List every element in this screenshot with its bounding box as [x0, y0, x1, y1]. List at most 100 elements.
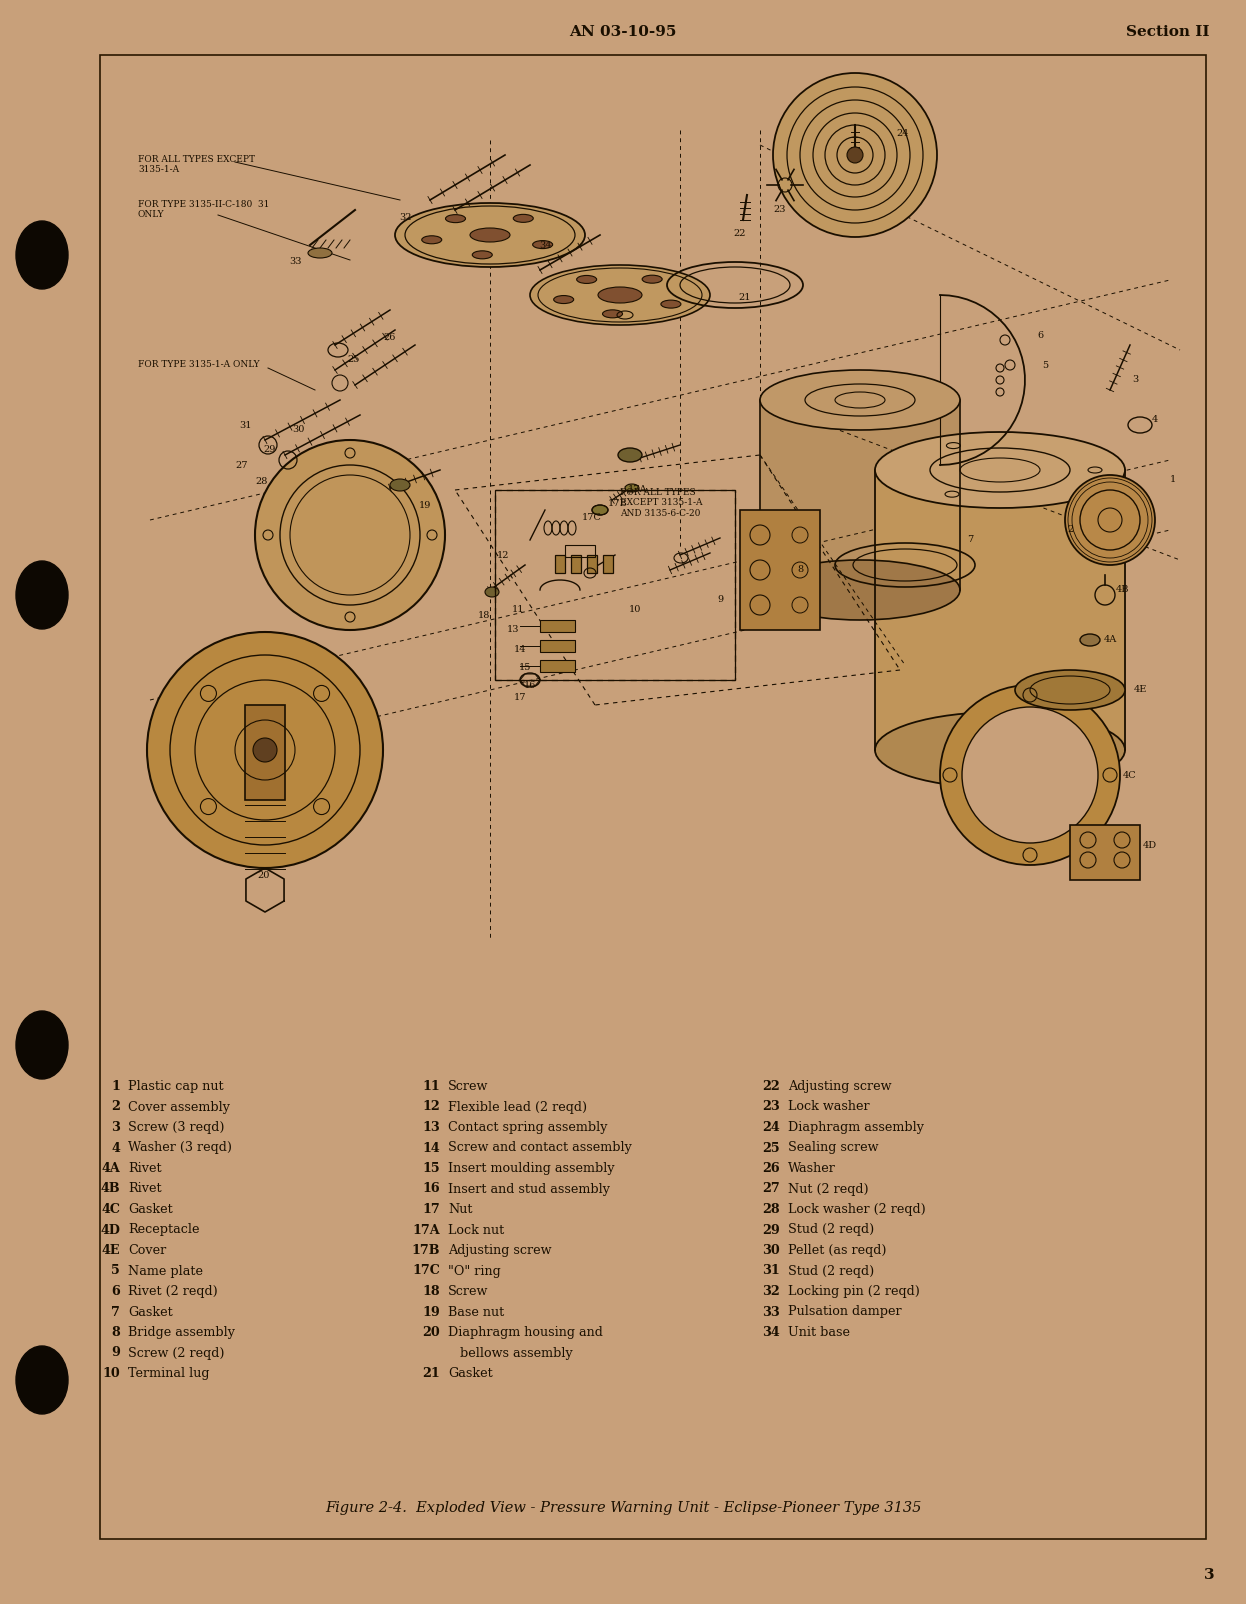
Text: 12: 12	[497, 550, 510, 560]
Ellipse shape	[592, 505, 608, 515]
Text: Washer: Washer	[787, 1161, 836, 1176]
Text: 15: 15	[518, 664, 531, 672]
Text: 29: 29	[763, 1224, 780, 1237]
Text: 6: 6	[1037, 330, 1043, 340]
Text: 17C: 17C	[412, 1264, 440, 1277]
Ellipse shape	[875, 431, 1125, 508]
Text: Insert and stud assembly: Insert and stud assembly	[449, 1182, 611, 1195]
Ellipse shape	[513, 215, 533, 223]
Bar	[540, 621, 574, 632]
Text: 34: 34	[763, 1327, 780, 1339]
Text: 24: 24	[897, 128, 910, 138]
Ellipse shape	[530, 265, 710, 326]
Bar	[540, 640, 574, 651]
Ellipse shape	[1080, 634, 1100, 646]
Ellipse shape	[598, 287, 642, 303]
Text: Flexible lead (2 reqd): Flexible lead (2 reqd)	[449, 1100, 587, 1113]
Ellipse shape	[16, 221, 69, 289]
Text: 33: 33	[289, 258, 302, 266]
Text: 18: 18	[422, 1285, 440, 1298]
Text: 18: 18	[477, 611, 490, 619]
Bar	[564, 545, 596, 557]
Text: Nut: Nut	[449, 1203, 472, 1216]
Text: Contact spring assembly: Contact spring assembly	[449, 1121, 608, 1134]
Text: 4: 4	[1151, 415, 1158, 425]
Text: 20: 20	[258, 871, 270, 879]
Text: 15: 15	[422, 1161, 440, 1176]
Text: 7: 7	[111, 1306, 120, 1318]
Text: 17: 17	[513, 693, 526, 703]
Text: Screw and contact assembly: Screw and contact assembly	[449, 1142, 632, 1155]
Text: 33: 33	[763, 1306, 780, 1318]
Ellipse shape	[577, 276, 597, 284]
Text: FOR ALL TYPES EXCEPT
3135-1-A: FOR ALL TYPES EXCEPT 3135-1-A	[138, 156, 255, 175]
Text: 4B: 4B	[1116, 585, 1130, 595]
Text: Screw: Screw	[449, 1285, 488, 1298]
Ellipse shape	[255, 439, 445, 630]
Text: 21: 21	[422, 1367, 440, 1379]
Text: 19: 19	[422, 1306, 440, 1318]
Ellipse shape	[603, 310, 623, 318]
Text: 4E: 4E	[101, 1245, 120, 1258]
Text: Pulsation damper: Pulsation damper	[787, 1306, 902, 1318]
Text: 3: 3	[1205, 1569, 1215, 1582]
Text: 4C: 4C	[1123, 770, 1136, 780]
Text: 5: 5	[111, 1264, 120, 1277]
Text: 4D: 4D	[1143, 840, 1158, 850]
Text: bellows assembly: bellows assembly	[449, 1346, 573, 1360]
Text: Sealing screw: Sealing screw	[787, 1142, 878, 1155]
Text: 28: 28	[763, 1203, 780, 1216]
Text: Bridge assembly: Bridge assembly	[128, 1327, 235, 1339]
Bar	[540, 659, 574, 672]
Text: 10: 10	[629, 605, 642, 614]
Bar	[740, 510, 820, 630]
Text: 4E: 4E	[1134, 685, 1146, 695]
Text: Receptacle: Receptacle	[128, 1224, 199, 1237]
Text: Lock nut: Lock nut	[449, 1224, 505, 1237]
Text: 25: 25	[763, 1142, 780, 1155]
Text: Rivet (2 reqd): Rivet (2 reqd)	[128, 1285, 218, 1298]
Bar	[100, 55, 1206, 1538]
Text: 30: 30	[292, 425, 304, 435]
Text: 5: 5	[1042, 361, 1048, 369]
Text: 24: 24	[763, 1121, 780, 1134]
Text: Terminal lug: Terminal lug	[128, 1367, 209, 1379]
Ellipse shape	[532, 241, 553, 249]
Text: 4B: 4B	[101, 1182, 120, 1195]
Text: 19: 19	[419, 500, 431, 510]
Ellipse shape	[962, 707, 1098, 844]
Text: 4: 4	[111, 1142, 120, 1155]
Ellipse shape	[472, 250, 492, 258]
Text: Screw: Screw	[449, 1079, 488, 1092]
Text: 4C: 4C	[101, 1203, 120, 1216]
Bar	[495, 489, 735, 680]
Ellipse shape	[446, 215, 466, 223]
Text: 17B: 17B	[411, 1245, 440, 1258]
Bar	[1070, 824, 1140, 881]
Text: Unit base: Unit base	[787, 1327, 850, 1339]
Bar	[587, 555, 597, 573]
Text: 30: 30	[763, 1245, 780, 1258]
Text: Stud (2 reqd): Stud (2 reqd)	[787, 1264, 875, 1277]
Text: 1: 1	[111, 1079, 120, 1092]
Text: 17C: 17C	[582, 513, 602, 523]
Ellipse shape	[16, 561, 69, 629]
Text: AN 03-10-95: AN 03-10-95	[569, 26, 677, 38]
Text: Name plate: Name plate	[128, 1264, 203, 1277]
Bar	[554, 555, 564, 573]
Text: 12: 12	[422, 1100, 440, 1113]
Ellipse shape	[939, 685, 1120, 865]
Ellipse shape	[660, 300, 680, 308]
Text: Washer (3 reqd): Washer (3 reqd)	[128, 1142, 232, 1155]
Ellipse shape	[395, 204, 586, 266]
Text: Lock washer (2 reqd): Lock washer (2 reqd)	[787, 1203, 926, 1216]
Text: 14: 14	[422, 1142, 440, 1155]
Ellipse shape	[642, 276, 662, 284]
Text: 13: 13	[507, 626, 520, 635]
Text: 23: 23	[774, 205, 786, 215]
Text: Gasket: Gasket	[449, 1367, 492, 1379]
Text: 22: 22	[763, 1079, 780, 1092]
Text: 7: 7	[967, 536, 973, 544]
Bar	[875, 470, 1125, 751]
Text: Section II: Section II	[1126, 26, 1210, 38]
